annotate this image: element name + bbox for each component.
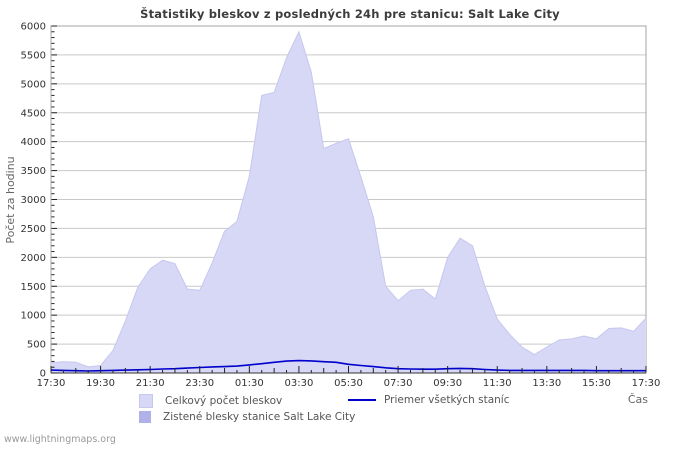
chart-title: Štatistiky bleskov z posledných 24h pre … [140,7,560,21]
y-tick-label: 1000 [21,311,46,322]
x-tick-label: 17:30 [37,378,66,389]
x-tick-label: 19:30 [86,378,115,389]
x-tick-label: 09:30 [433,378,462,389]
x-tick-label: 15:30 [582,378,611,389]
y-tick-label: 2000 [21,253,46,264]
y-tick-label: 3500 [21,166,46,177]
average-series-swatch [348,399,376,401]
y-tick-label: 6000 [21,22,46,33]
x-tick-label: 07:30 [384,378,413,389]
y-tick-label: 1500 [21,282,46,293]
x-tick-label: 05:30 [334,378,363,389]
x-axis-title: Čas [628,393,648,406]
y-tick-label: 3000 [21,195,46,206]
x-tick-label: 17:30 [632,378,661,389]
y-tick-label: 5000 [21,79,46,90]
y-tick-label: 4000 [21,137,46,148]
x-tick-label: 23:30 [185,378,214,389]
total-series-swatch [139,394,153,408]
legend-label-total: Celkový počet bleskov [165,395,283,407]
station-series-swatch [139,411,151,423]
x-tick-label: 13:30 [532,378,561,389]
x-tick-label: 03:30 [285,378,314,389]
legend-item-total: Celkový počet bleskov [139,394,282,408]
legend-item-average: Priemer všetkých staníc [348,394,510,406]
y-tick-label: 4500 [21,108,46,119]
x-tick-label: 21:30 [136,378,165,389]
legend-item-station: Zistené blesky stanice Salt Lake City [139,411,355,423]
legend-label-average: Priemer všetkých staníc [384,394,510,406]
x-tick-label: 01:30 [235,378,264,389]
y-tick-label: 0 [40,369,46,380]
watermark-link: www.lightningmaps.org [4,434,116,445]
y-axis-title: Počet za hodinu [4,156,17,243]
x-tick-label: 11:30 [483,378,512,389]
legend-label-station: Zistené blesky stanice Salt Lake City [163,411,356,423]
area-series-0 [51,31,646,374]
y-tick-label: 2500 [21,224,46,235]
area-edge-0 [50,30,647,368]
y-tick-label: 5500 [21,50,46,61]
y-tick-label: 500 [27,340,46,351]
